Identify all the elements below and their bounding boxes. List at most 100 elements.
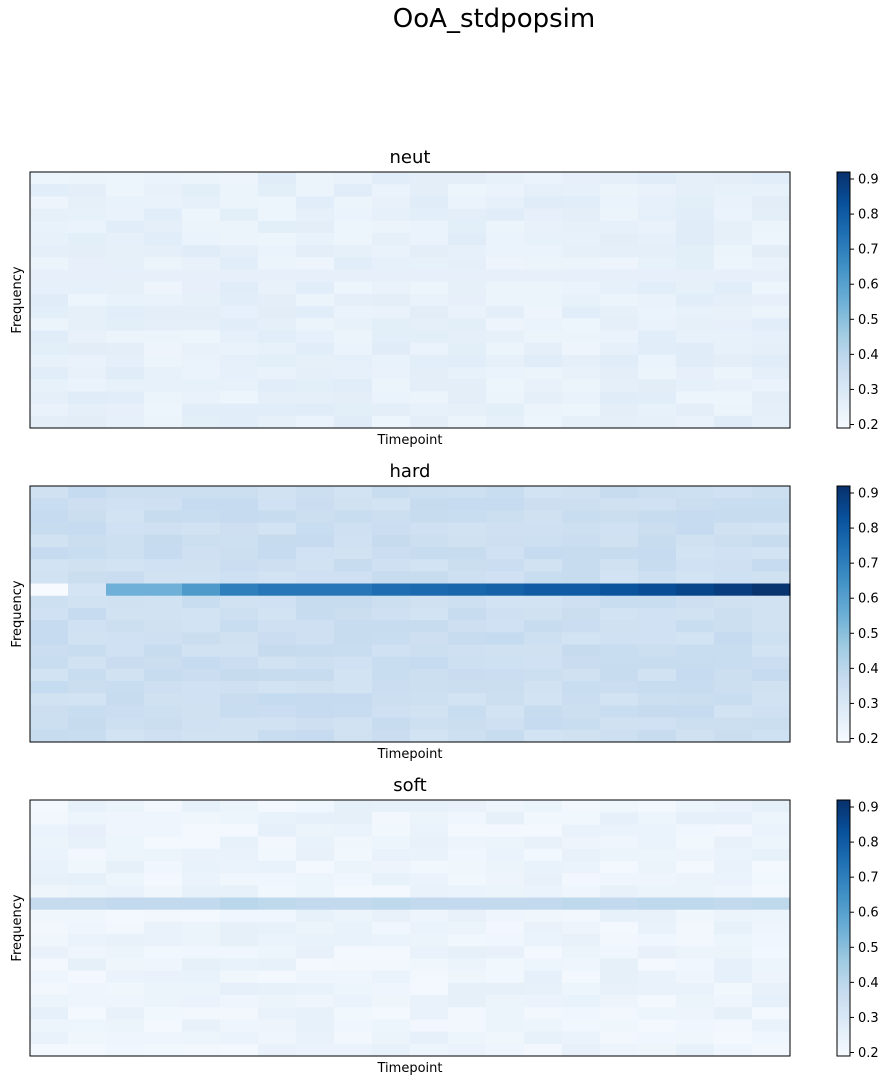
- heatmap-cell: [562, 583, 601, 597]
- heatmap-cell: [524, 403, 563, 417]
- heatmap-cell: [296, 982, 335, 996]
- heatmap-cell: [638, 824, 677, 838]
- panel-title: neut: [390, 147, 431, 168]
- heatmap-cell: [714, 836, 753, 850]
- heatmap-cell: [258, 644, 297, 658]
- heatmap-cell: [714, 403, 753, 417]
- heatmap-cell: [638, 245, 677, 258]
- axes-frame: [29, 799, 791, 1057]
- heatmap-cell: [638, 644, 677, 658]
- heatmap-cell: [258, 196, 297, 210]
- heatmap-cell: [562, 800, 601, 813]
- heatmap-cell: [410, 644, 449, 658]
- heatmap-cell: [296, 245, 335, 258]
- heatmap-cell: [144, 995, 183, 1008]
- heatmap-cell: [334, 1007, 373, 1021]
- heatmap-cell: [486, 644, 525, 658]
- heatmap-cell: [714, 534, 753, 548]
- heatmap-cell: [334, 812, 373, 825]
- heatmap-cell: [448, 172, 487, 185]
- heatmap-cell: [334, 306, 373, 319]
- heatmap-cell: [410, 196, 449, 210]
- heatmap-cell: [296, 909, 335, 923]
- heatmap-cell: [106, 196, 145, 210]
- heatmap-cell: [676, 607, 715, 621]
- heatmap-cell: [714, 196, 753, 210]
- heatmap-cell: [106, 534, 145, 548]
- heatmap-cell: [410, 306, 449, 319]
- heatmap-cell: [334, 982, 373, 996]
- heatmap-cell: [562, 546, 601, 560]
- heatmap-cell: [144, 330, 183, 344]
- heatmap-cell: [752, 342, 791, 356]
- heatmap-cell: [106, 693, 145, 707]
- heatmap-cell: [676, 245, 715, 258]
- heatmap-cell: [144, 595, 183, 609]
- heatmap-cell: [638, 632, 677, 646]
- heatmap-cell: [220, 681, 259, 694]
- heatmap-cell: [258, 571, 297, 585]
- heatmap-cell: [562, 958, 601, 972]
- heatmap-cell: [220, 184, 259, 197]
- heatmap-cell: [334, 873, 373, 886]
- heatmap-cell: [676, 824, 715, 838]
- heatmap-cell: [106, 257, 145, 271]
- heatmap-cell: [182, 946, 221, 960]
- heatmap-cell: [714, 644, 753, 658]
- heatmap-cell: [676, 1031, 715, 1045]
- heatmap-cell: [600, 970, 639, 984]
- heatmap-cell: [220, 934, 259, 947]
- heatmap-cell: [68, 220, 107, 234]
- heatmap-cell: [486, 330, 525, 344]
- heatmap-cell: [600, 232, 639, 246]
- heatmap-cell: [296, 269, 335, 283]
- colorbar-tick-label: 0.5: [858, 627, 879, 642]
- heatmap-cell: [68, 403, 107, 417]
- heatmap-cell: [562, 934, 601, 947]
- heatmap-cell: [410, 958, 449, 972]
- heatmap-cell: [448, 522, 487, 536]
- heatmap-cell: [144, 522, 183, 536]
- heatmap-cell: [30, 909, 69, 923]
- heatmap-cell: [144, 546, 183, 560]
- heatmap-cell: [638, 970, 677, 984]
- heatmap-cell: [144, 293, 183, 307]
- heatmap-cell: [182, 220, 221, 234]
- heatmap-cell: [524, 379, 563, 393]
- heatmap-cell: [258, 693, 297, 707]
- heatmap-cell: [448, 897, 487, 911]
- heatmap-cell: [30, 379, 69, 393]
- heatmap-cell: [562, 885, 601, 899]
- heatmap-cell: [562, 208, 601, 222]
- heatmap-cell: [562, 293, 601, 307]
- heatmap-cell: [448, 620, 487, 633]
- heatmap-cell: [372, 245, 411, 258]
- heatmap-cell: [106, 354, 145, 368]
- heatmap-cell: [486, 921, 525, 935]
- heatmap-cell: [334, 184, 373, 197]
- heatmap-cell: [372, 293, 411, 307]
- heatmap-cell: [296, 220, 335, 234]
- heatmap-cell: [68, 583, 107, 597]
- heatmap-cell: [144, 306, 183, 319]
- heatmap-cell: [68, 522, 107, 536]
- heatmap-cell: [372, 1031, 411, 1045]
- heatmap-cell: [562, 498, 601, 511]
- heatmap-cell: [372, 391, 411, 405]
- heatmap-cell: [220, 318, 259, 332]
- heatmap-cell: [68, 982, 107, 996]
- heatmap-cell: [638, 1019, 677, 1033]
- heatmap-cell: [30, 257, 69, 271]
- heatmap-cell: [638, 379, 677, 393]
- heatmap-cell: [714, 367, 753, 380]
- heatmap-cell: [106, 873, 145, 886]
- heatmap-cell: [258, 510, 297, 524]
- heatmap-cell: [562, 415, 601, 429]
- heatmap-cell: [334, 946, 373, 960]
- heatmap-cell: [638, 934, 677, 947]
- heatmap-cell: [524, 705, 563, 719]
- heatmap-cell: [562, 232, 601, 246]
- heatmap-cell: [486, 232, 525, 246]
- heatmap-cell: [106, 245, 145, 258]
- heatmap-cell: [106, 812, 145, 825]
